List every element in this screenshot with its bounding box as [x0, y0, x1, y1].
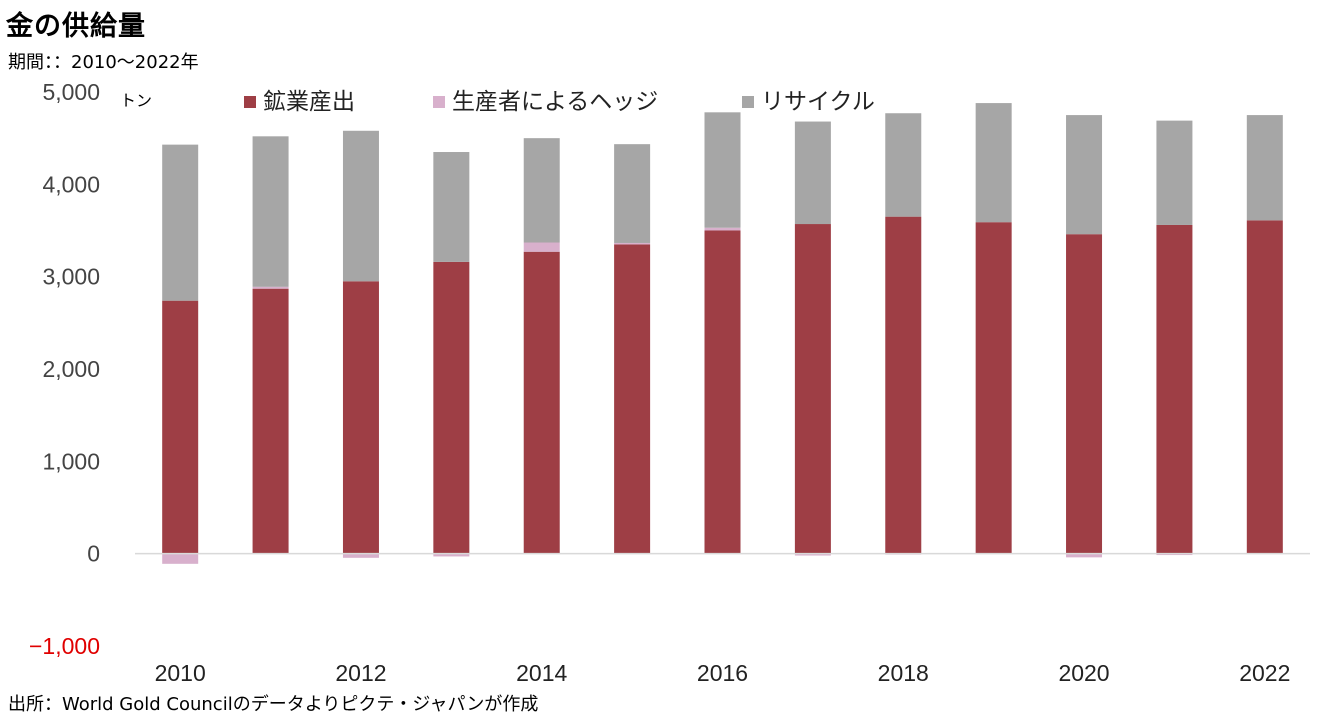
x-axis-ticks: 2010 2012 2014 2016 2018 2020 2022	[155, 660, 1291, 686]
bar-鉱業産出-2020	[1066, 234, 1103, 554]
bar-リサイクル-2019	[975, 103, 1012, 223]
bar-鉱業産出-2015	[614, 244, 651, 554]
bar-リサイクル-2010	[162, 144, 199, 301]
bar-生産者によるヘッジ-2015	[614, 242, 651, 245]
y-tick-label: 2,000	[42, 356, 100, 382]
bar-リサイクル-2022	[1246, 115, 1283, 221]
bar-生産者によるヘッジ-2012	[342, 553, 379, 558]
y-tick-label: 1,000	[42, 448, 100, 474]
bar-鉱業産出-2011	[252, 288, 289, 554]
y-tick-label: 0	[87, 541, 100, 567]
bar-鉱業産出-2016	[704, 230, 741, 554]
bar-生産者によるヘッジ-2017	[794, 553, 831, 556]
bar-生産者によるヘッジ-2011	[252, 286, 289, 289]
bar-リサイクル-2021	[1156, 120, 1193, 225]
bar-生産者によるヘッジ-2013	[433, 553, 470, 557]
x-tick-label: 2016	[697, 660, 748, 686]
bar-リサイクル-2012	[342, 130, 379, 282]
x-tick-label: 2012	[335, 660, 386, 686]
legend-label: リサイクル	[761, 89, 875, 115]
bar-リサイクル-2011	[252, 136, 289, 287]
legend-label: 生産者によるヘッジ	[452, 89, 658, 115]
legend-label: 鉱業産出	[263, 89, 355, 115]
bar-生産者によるヘッジ-2010	[162, 553, 199, 564]
source-note: 出所：World Gold Councilのデータよりピクテ・ジャパンが作成	[8, 694, 539, 715]
bar-鉱業産出-2010	[162, 300, 199, 554]
bar-鉱業産出-2014	[523, 251, 560, 554]
x-tick-label: 2010	[155, 660, 206, 686]
bar-リサイクル-2013	[433, 152, 470, 262]
bar-リサイクル-2017	[794, 121, 831, 225]
y-axis-ticks: 5,000 4,000 3,000 2,000 1,000 0 −1,000	[29, 79, 100, 659]
unit-label: トン	[120, 91, 152, 110]
y-tick-label: 3,000	[42, 264, 100, 290]
bar-鉱業産出-2019	[975, 222, 1012, 554]
x-tick-label: 2018	[878, 660, 929, 686]
bar-鉱業産出-2018	[885, 216, 922, 554]
bar-リサイクル-2016	[704, 112, 741, 228]
chart-title: 金の供給量	[6, 11, 146, 42]
bar-生産者によるヘッジ-2020	[1066, 553, 1103, 558]
legend-swatch	[244, 96, 256, 108]
bars-layer	[162, 103, 1283, 564]
bar-鉱業産出-2021	[1156, 224, 1193, 554]
bar-リサイクル-2014	[523, 138, 560, 243]
bar-生産者によるヘッジ-2014	[523, 242, 560, 252]
bar-鉱業産出-2017	[794, 224, 831, 554]
bar-鉱業産出-2013	[433, 261, 470, 554]
y-tick-label: −1,000	[29, 633, 100, 659]
chart-period: 期間：：2010〜2022年	[8, 52, 199, 73]
bar-鉱業産出-2012	[342, 281, 379, 554]
x-tick-label: 2014	[516, 660, 567, 686]
bar-リサイクル-2020	[1066, 115, 1103, 235]
x-tick-label: 2020	[1058, 660, 1109, 686]
y-tick-label: 5,000	[42, 79, 100, 105]
bar-生産者によるヘッジ-2016	[704, 227, 741, 231]
legend-swatch	[742, 96, 754, 108]
x-tick-label: 2022	[1239, 660, 1290, 686]
y-tick-label: 4,000	[42, 171, 100, 197]
legend: 鉱業産出 生産者によるヘッジ リサイクル	[244, 89, 875, 115]
bar-鉱業産出-2022	[1246, 220, 1283, 554]
bar-リサイクル-2015	[614, 144, 651, 243]
legend-swatch	[433, 96, 445, 108]
bar-リサイクル-2018	[885, 113, 922, 217]
